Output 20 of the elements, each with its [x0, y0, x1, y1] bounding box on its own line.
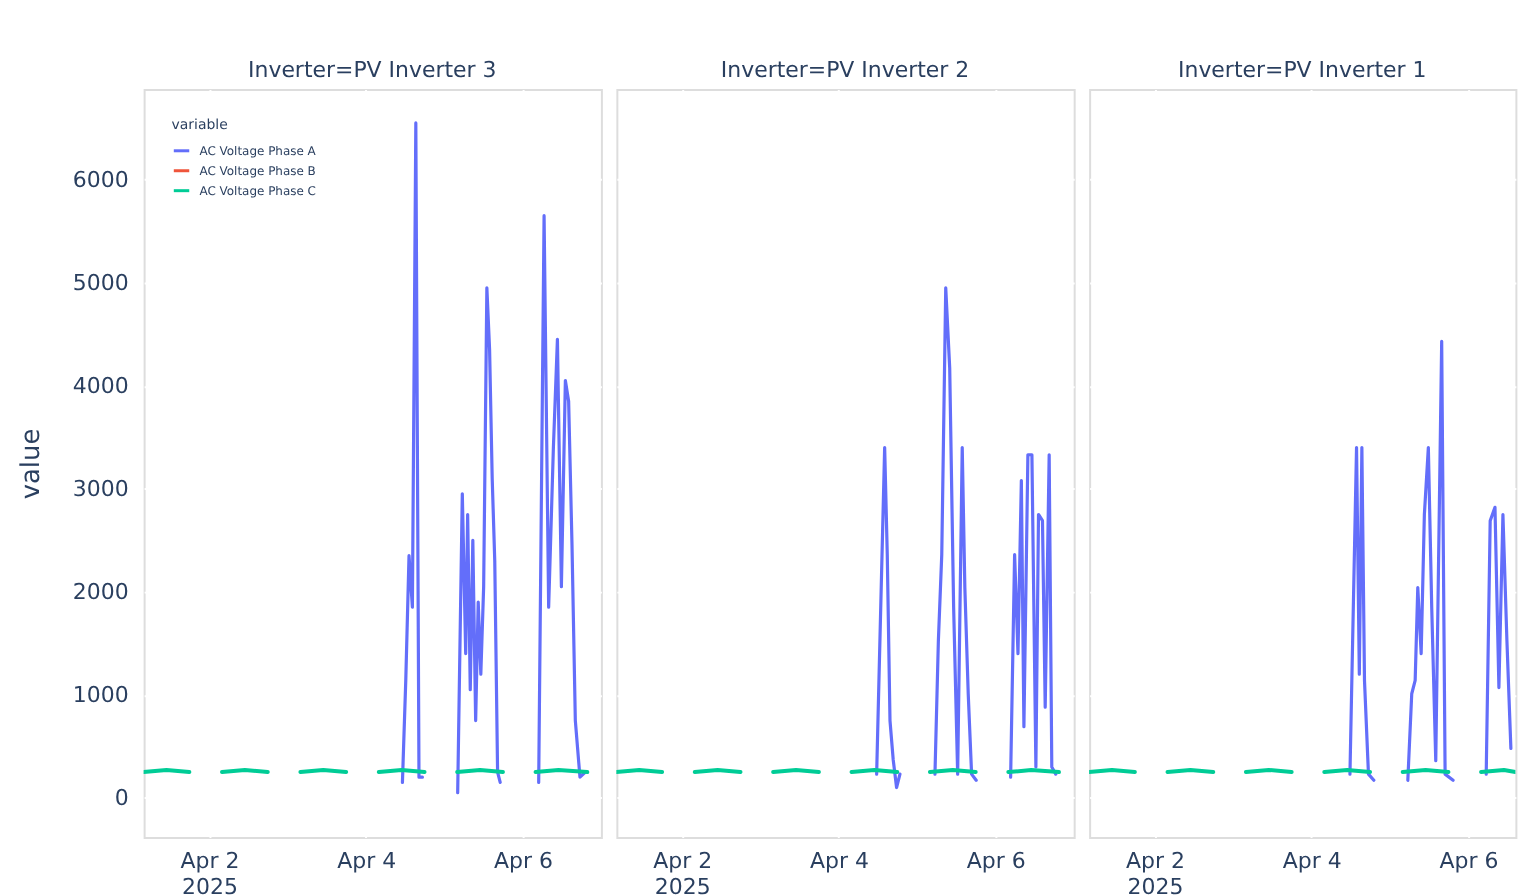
y-tick-label: 5000 — [72, 269, 129, 296]
x-tick-label: Apr 2 2025 — [653, 847, 713, 896]
chart-title: Inverter=PV Inverter 1 — [1178, 56, 1427, 83]
x-tick-label: Apr 6 — [966, 847, 1026, 874]
x-tick-label: Apr 6 — [494, 847, 553, 874]
y-tick-label: 6000 — [72, 166, 129, 193]
chart-title: Inverter=PV Inverter 2 — [720, 56, 970, 83]
y-tick-label: 0 — [114, 784, 129, 811]
x-tick-label: Apr 2 2025 — [1126, 847, 1185, 896]
x-tick-label: Apr 6 — [1439, 847, 1499, 874]
y-tick-label: 2000 — [72, 578, 129, 605]
x-tick-label: Apr 4 — [1282, 847, 1342, 874]
chart-title: Inverter=PV Inverter 3 — [248, 56, 497, 83]
y-tick-label: 3000 — [72, 475, 129, 502]
x-tick-label: Apr 4 — [810, 847, 869, 874]
y-tick-label: 1000 — [72, 681, 129, 708]
x-tick-label: Apr 4 — [337, 847, 397, 874]
x-tick-label: Apr 2 2025 — [180, 847, 240, 896]
y-axis-title: value — [16, 428, 47, 500]
y-tick-label: 4000 — [72, 372, 129, 399]
